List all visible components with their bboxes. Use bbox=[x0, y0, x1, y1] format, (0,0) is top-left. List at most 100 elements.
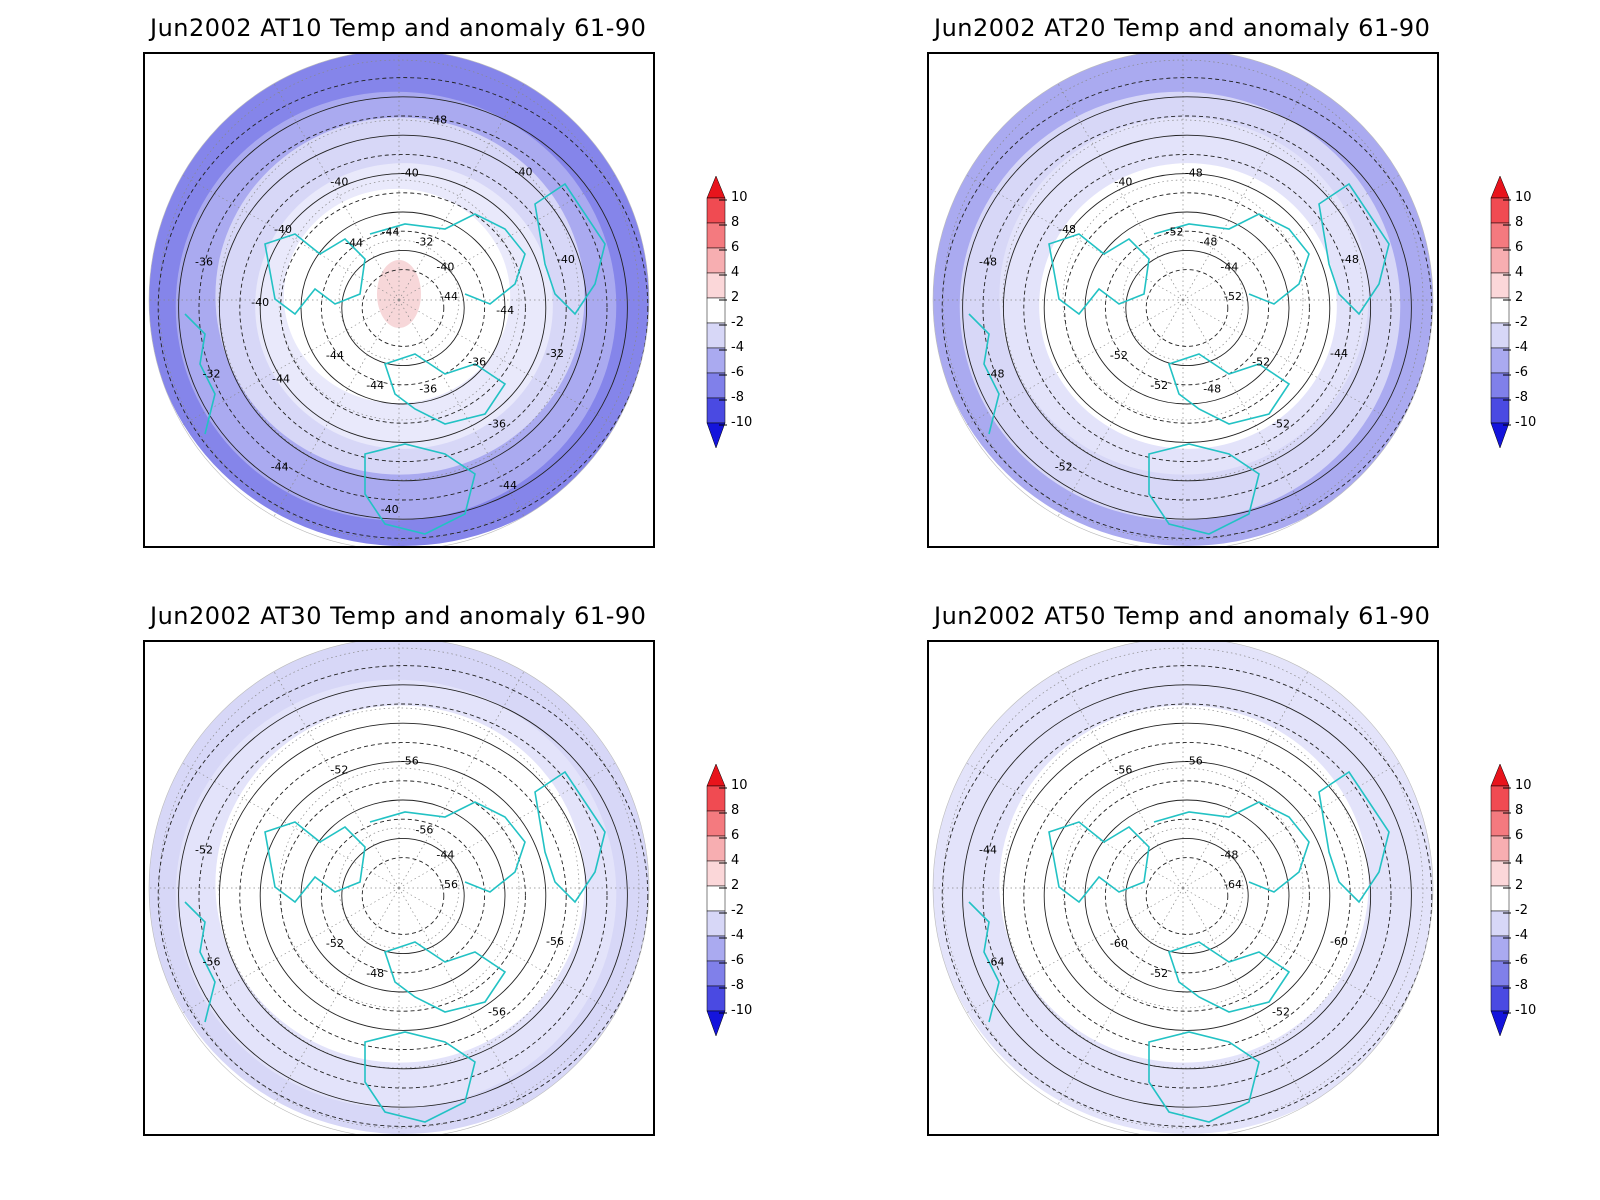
contour-label: -60 bbox=[1110, 937, 1128, 950]
temperature-contour bbox=[239, 153, 567, 463]
map-svg: -64 -60 -56 -52 -44 -48 -52 -56 -60 -64 bbox=[932, 642, 1434, 1134]
meridian-line bbox=[1182, 174, 1400, 301]
contour-label: -40 bbox=[274, 223, 292, 236]
contour-label: -40 bbox=[1114, 176, 1132, 189]
map-boundary bbox=[148, 642, 650, 1134]
contour-label: -40 bbox=[515, 166, 533, 179]
contour-label: -52 bbox=[1150, 967, 1168, 980]
temperature-contour bbox=[1125, 249, 1249, 367]
temperature-contour bbox=[1023, 741, 1351, 1051]
temperature-contour bbox=[962, 96, 1412, 520]
colorbar-swatch bbox=[706, 985, 726, 1012]
colorbar-label: 2 bbox=[731, 878, 740, 893]
colorbar-swatch bbox=[1490, 985, 1510, 1012]
colorbar-label: 4 bbox=[731, 265, 740, 280]
pacific-coast bbox=[968, 313, 1000, 435]
colorbar-swatch bbox=[706, 197, 726, 224]
contour-label: -40 bbox=[557, 253, 575, 266]
colorbar-swatch bbox=[1490, 372, 1510, 399]
map-layers: -52-52-48-52-48 -44-52-40-44-48-48-48-48-… bbox=[933, 54, 1433, 546]
temperature-contour bbox=[198, 703, 608, 1089]
africa-coast bbox=[1148, 1031, 1260, 1123]
latitude-circle bbox=[1062, 179, 1304, 421]
map-svg: -44-44-40-36-36 -40-44-40-32-32-32-36-40-… bbox=[148, 54, 650, 546]
contour-label: -44 bbox=[326, 349, 344, 362]
meridian-line bbox=[1057, 887, 1184, 1105]
contour-label: -52 bbox=[1110, 349, 1128, 362]
asia-coast bbox=[1318, 182, 1390, 316]
contour-label: -44 bbox=[1220, 260, 1238, 273]
colorbar: 10 8 6 4 2 -2 -4 -6 -8 -10 bbox=[705, 175, 785, 466]
asia-coast bbox=[1318, 770, 1390, 904]
colorbar-label: -6 bbox=[731, 953, 744, 968]
contour-label: -44 bbox=[440, 290, 458, 303]
pacific-coast bbox=[968, 901, 1000, 1023]
colorbar-swatch bbox=[1490, 272, 1510, 299]
colorbar-swatch bbox=[706, 347, 726, 374]
colorbar-swatch bbox=[706, 810, 726, 837]
colorbar-swatch bbox=[1490, 785, 1510, 812]
contour-label: -44 bbox=[271, 460, 289, 473]
colorbar-label: 6 bbox=[1515, 828, 1524, 843]
contour-label: -56 bbox=[1114, 764, 1132, 777]
contour-label: -32 bbox=[415, 236, 433, 249]
panel-title: Jun2002 AT10 Temp and anomaly 61-90 bbox=[150, 14, 647, 42]
temperature-contour bbox=[1023, 153, 1351, 463]
colorbar-swatch bbox=[1490, 347, 1510, 374]
colorbar-arrow-bottom bbox=[1490, 422, 1510, 449]
colorbar-label: -8 bbox=[731, 978, 744, 993]
contour-label: -48 bbox=[1341, 253, 1359, 266]
temperature-contour bbox=[361, 857, 445, 935]
contour-label: -56 bbox=[440, 878, 458, 891]
contour-label: -44 bbox=[1330, 347, 1348, 360]
contour-label: -40 bbox=[330, 176, 348, 189]
colorbar-label: 4 bbox=[1515, 853, 1524, 868]
colorbar: 10 8 6 4 2 -2 -4 -6 -8 -10 bbox=[705, 763, 785, 1054]
contour-label: -44 bbox=[382, 226, 400, 239]
meridian-line bbox=[1182, 887, 1309, 1105]
map-layers: -44-44-40-36-36 -40-44-40-32-32-32-36-40-… bbox=[149, 54, 649, 546]
colorbar-label: -2 bbox=[731, 315, 744, 330]
contour-label: -64 bbox=[987, 956, 1005, 969]
meridian-line bbox=[398, 299, 525, 517]
colorbar-swatch bbox=[706, 935, 726, 962]
temperature-contour bbox=[259, 173, 547, 443]
coastlines bbox=[184, 182, 606, 535]
asia-coast bbox=[534, 770, 606, 904]
meridian-line bbox=[398, 671, 525, 889]
colorbar-label: 8 bbox=[731, 803, 740, 818]
contour-label: -56 bbox=[546, 935, 564, 948]
arctic-coast bbox=[1153, 801, 1310, 893]
meridian-line bbox=[1057, 299, 1184, 517]
meridian-line bbox=[182, 887, 400, 1014]
temperature-contour bbox=[1125, 837, 1249, 955]
contour-label: -56 bbox=[401, 755, 419, 768]
panel-at30: Jun2002 AT30 Temp and anomaly 61-90 -56-… bbox=[0, 588, 800, 1188]
europe-coast bbox=[383, 941, 507, 1013]
meridian-line bbox=[273, 887, 400, 1105]
temperature-contour bbox=[1064, 780, 1310, 1012]
temperature-contour bbox=[1084, 799, 1290, 993]
colorbar-label: 6 bbox=[731, 828, 740, 843]
colorbar-label: 6 bbox=[731, 240, 740, 255]
meridian-line bbox=[273, 83, 400, 301]
meridian-line bbox=[273, 299, 400, 517]
colorbar-label: -4 bbox=[731, 928, 744, 943]
temperature-contour bbox=[320, 818, 486, 974]
panel-title: Jun2002 AT50 Temp and anomaly 61-90 bbox=[934, 602, 1431, 630]
meridian-line bbox=[398, 83, 525, 301]
meridian-line bbox=[1182, 762, 1400, 889]
temperature-contour bbox=[1064, 192, 1310, 424]
colorbar-swatch bbox=[706, 835, 726, 862]
coastlines bbox=[968, 770, 1390, 1123]
temperature-contour bbox=[1043, 761, 1331, 1031]
contour-label: -52 bbox=[1150, 379, 1168, 392]
colorbar: 10 8 6 4 2 -2 -4 -6 -8 -10 bbox=[1489, 763, 1569, 1054]
colorbar-label: 6 bbox=[1515, 240, 1524, 255]
colorbar-swatch bbox=[706, 910, 726, 937]
colorbar-label: -2 bbox=[1515, 315, 1528, 330]
pacific-coast bbox=[184, 313, 216, 435]
temperature-contour bbox=[198, 115, 608, 501]
contour-label: -44 bbox=[345, 236, 363, 249]
colorbar-swatch bbox=[1490, 960, 1510, 987]
